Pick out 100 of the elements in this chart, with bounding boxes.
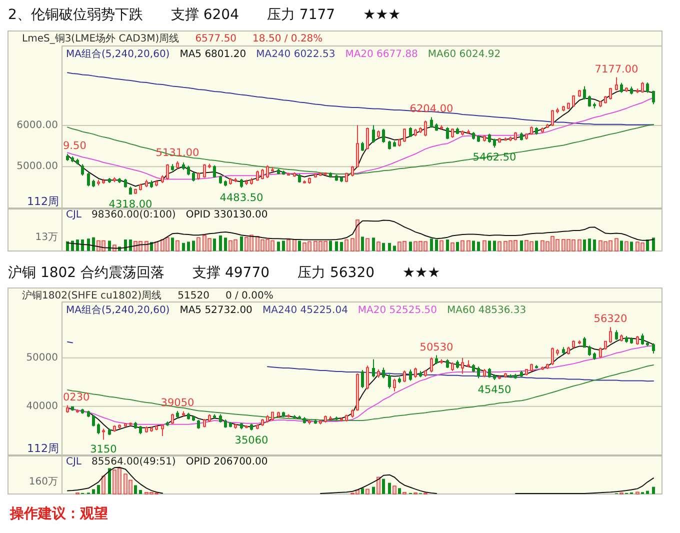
- candlestick: [129, 422, 132, 426]
- annotation: 4318.00: [108, 198, 152, 211]
- candlestick: [71, 156, 74, 163]
- candlestick: [245, 179, 248, 186]
- candlestick: [166, 164, 169, 180]
- candlestick: [351, 408, 354, 418]
- annotation: 45450: [478, 384, 512, 396]
- text: MA20 52525.50: [358, 305, 437, 316]
- candlestick: [541, 366, 544, 370]
- candlestick: [329, 172, 332, 178]
- candlestick: [567, 102, 570, 110]
- bar: [393, 246, 396, 251]
- candlestick: [514, 373, 517, 380]
- bar: [435, 240, 438, 251]
- bar: [392, 486, 396, 494]
- candlestick: [345, 172, 348, 183]
- candlestick: [451, 362, 454, 372]
- candlestick: [208, 414, 211, 422]
- candlestick: [419, 126, 422, 134]
- candlestick: [282, 170, 285, 176]
- candlestick: [108, 428, 111, 436]
- candlestick: [124, 422, 127, 428]
- candlestick: [498, 375, 501, 380]
- candlestick: [271, 411, 274, 422]
- candlestick: [171, 164, 174, 172]
- y-tick-label: 5000.00: [16, 161, 58, 172]
- candlestick: [319, 172, 322, 177]
- candlestick: [197, 420, 200, 430]
- candlestick: [92, 414, 95, 427]
- y-tick-label: 40000: [26, 400, 58, 412]
- candlestick: [556, 348, 559, 356]
- candlestick: [150, 180, 153, 188]
- bar: [583, 240, 586, 251]
- bar: [388, 482, 391, 494]
- candlestick: [520, 132, 523, 141]
- candlestick: [161, 424, 164, 437]
- candlestick: [219, 414, 222, 423]
- candlestick: [256, 424, 259, 430]
- candlestick: [293, 172, 296, 178]
- candlestick: [593, 102, 596, 109]
- bar: [219, 235, 222, 251]
- candlestick: [155, 424, 158, 431]
- text: MA240 45225.04: [262, 305, 348, 316]
- bar: [450, 242, 454, 252]
- bar: [66, 241, 69, 251]
- candlestick: [192, 172, 195, 182]
- candlestick: [329, 416, 332, 420]
- candlestick: [134, 421, 137, 430]
- candlestick: [530, 363, 533, 372]
- text: 51520: [178, 290, 210, 302]
- candlestick: [398, 138, 401, 147]
- candlestick: [393, 378, 396, 392]
- candlestick: [398, 376, 401, 384]
- bar: [652, 486, 655, 494]
- text: MA240 6022.53: [256, 49, 336, 60]
- bar: [102, 476, 106, 494]
- candlestick: [234, 423, 237, 430]
- candlestick: [535, 126, 538, 136]
- bar: [646, 490, 649, 494]
- candlestick: [551, 109, 554, 126]
- candlestick: [308, 177, 311, 184]
- candlestick: [615, 76, 618, 91]
- bar: [182, 242, 185, 251]
- bar: [282, 240, 285, 251]
- candlestick: [282, 411, 285, 418]
- candlestick: [102, 428, 105, 440]
- candlestick: [435, 354, 438, 365]
- candlestick: [388, 140, 391, 150]
- candlestick: [92, 179, 95, 188]
- text: MA5 52732.00: [180, 305, 252, 316]
- bar: [361, 488, 364, 494]
- candlestick: [593, 352, 596, 360]
- candlestick: [377, 130, 380, 138]
- candlestick: [208, 163, 211, 169]
- bar: [498, 241, 502, 252]
- candlestick: [118, 178, 121, 184]
- candlestick: [303, 180, 306, 184]
- candlestick: [652, 342, 655, 354]
- bar: [366, 488, 370, 494]
- candlestick: [171, 413, 174, 424]
- candlestick: [335, 174, 338, 182]
- candlestick: [76, 408, 79, 414]
- candlestick: [308, 420, 311, 425]
- candlestick: [525, 132, 528, 140]
- candlestick: [388, 374, 391, 389]
- candlestick: [472, 132, 475, 140]
- candlestick: [287, 172, 290, 176]
- candlestick: [361, 370, 364, 388]
- legend-title: MA组合(5,240,20,60): [66, 304, 170, 316]
- candlestick: [345, 414, 348, 422]
- bar: [108, 468, 111, 494]
- candlestick: [361, 141, 364, 152]
- chart-subtitle: 沪铜1802(SHFE cu1802)周线: [22, 290, 162, 302]
- candlestick: [430, 356, 433, 373]
- candlestick: [583, 336, 586, 348]
- candlestick: [546, 363, 549, 370]
- candlestick: [187, 412, 190, 420]
- text: 112周: [27, 442, 59, 455]
- annotation: 39050: [160, 397, 194, 410]
- annotation: 9.50: [63, 140, 86, 152]
